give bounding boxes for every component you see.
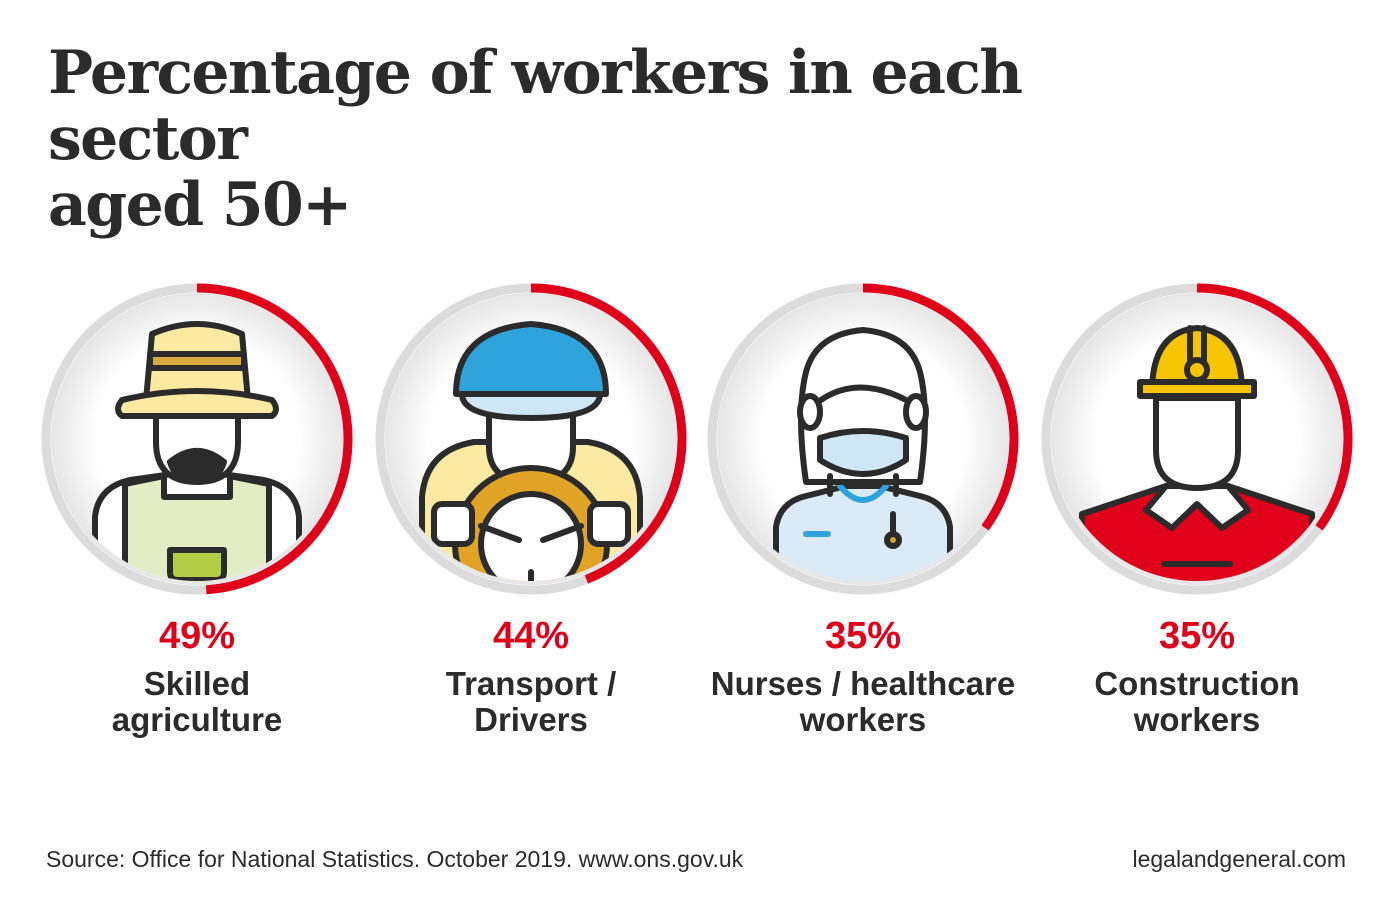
percentage-value: 35% (1158, 615, 1236, 657)
progress-ring-healthcare (707, 283, 1019, 595)
chart-title-line-2: aged 50+ (48, 170, 352, 240)
chart-title-line-1: Percentage of workers in each sector (48, 38, 1023, 174)
driver-icon (419, 321, 643, 581)
ring-progress-arc (375, 283, 687, 595)
progress-ring-construction (1041, 283, 1353, 595)
sector-label-line: agriculture (111, 701, 283, 738)
sector-label-line: Drivers (474, 701, 588, 738)
sector-label: Nurses / healthcare workers (698, 666, 1028, 738)
sector-label-line: Skilled (143, 665, 251, 702)
progress-ring-transport (375, 283, 687, 595)
percentage-value: 44% (492, 615, 570, 657)
ring-progress-arc (707, 283, 1019, 595)
sector-label: Skilled agriculture (32, 666, 362, 738)
sector-label-line: Construction (1094, 665, 1300, 702)
sector-label-line: workers (1133, 701, 1261, 738)
sector-label-line: Nurses / healthcare (710, 665, 1016, 702)
construction-worker-icon (1077, 325, 1317, 581)
ring-progress-arc (41, 283, 353, 595)
chart-title: Percentage of workers in each sector age… (48, 40, 1198, 238)
nurse-icon (773, 327, 953, 581)
farmer-icon (92, 321, 302, 581)
percentage-value: 35% (824, 615, 902, 657)
progress-ring-agriculture (41, 283, 353, 595)
sector-label-line: workers (799, 701, 927, 738)
percentage-value: 49% (158, 615, 236, 657)
sector-label-line: Transport / (445, 665, 617, 702)
brand-url: legalandgeneral.com (1132, 846, 1346, 872)
ring-progress-arc (1041, 283, 1353, 595)
sector-label: Construction workers (1032, 666, 1362, 738)
source-note: Source: Office for National Statistics. … (46, 846, 744, 872)
sector-label: Transport / Drivers (366, 666, 696, 738)
